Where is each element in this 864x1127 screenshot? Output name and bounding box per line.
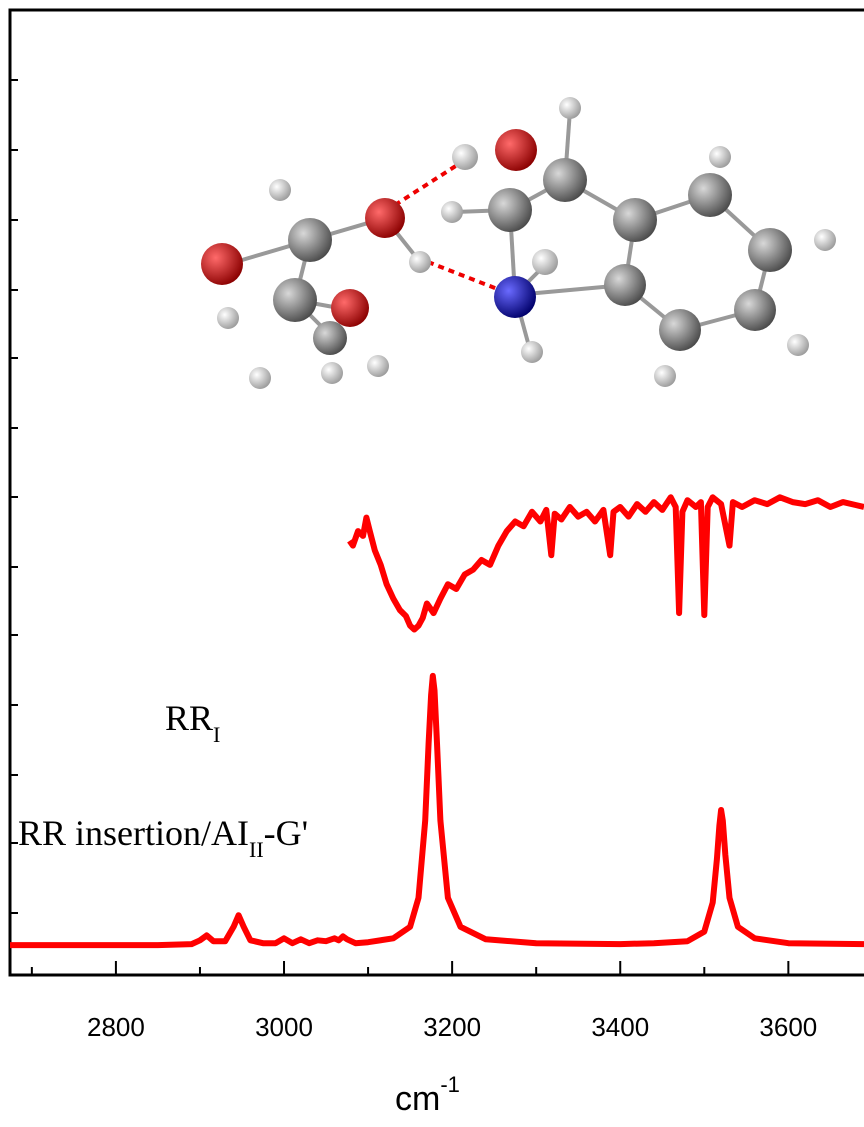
x-axis-title: cm-1 bbox=[395, 1072, 460, 1118]
plot-frame bbox=[8, 8, 864, 977]
spectrum-line bbox=[347, 494, 864, 633]
x-tick-label: 2800 bbox=[87, 1012, 145, 1042]
annotation: RR insertion/AIII-G' bbox=[18, 813, 308, 862]
y-axis-ticks bbox=[10, 79, 18, 914]
x-tick-label: 3000 bbox=[255, 1012, 313, 1042]
annotation: RRI bbox=[165, 698, 220, 747]
x-tick-label: 3200 bbox=[423, 1012, 481, 1042]
x-tick-label: 3600 bbox=[759, 1012, 817, 1042]
atoms bbox=[201, 97, 836, 389]
spectrum-line bbox=[10, 672, 864, 949]
x-tick-label: 3400 bbox=[591, 1012, 649, 1042]
hydrogen-bonds bbox=[393, 158, 501, 292]
